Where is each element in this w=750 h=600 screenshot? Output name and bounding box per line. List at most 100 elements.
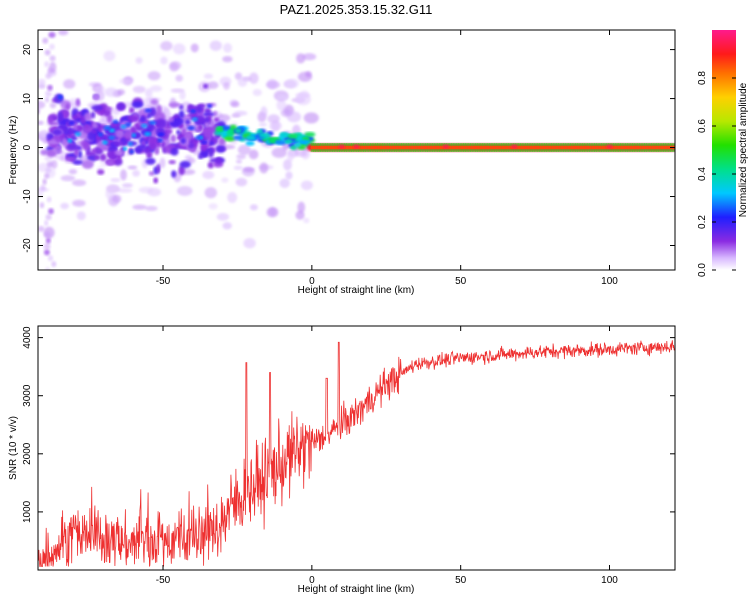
heatmap-band-core bbox=[396, 145, 400, 150]
heatmap-cell bbox=[76, 125, 84, 132]
heatmap-cell bbox=[227, 129, 234, 135]
heatmap-cell bbox=[245, 140, 255, 146]
heatmap-cell bbox=[144, 88, 153, 98]
heatmap-cell bbox=[63, 79, 76, 89]
heatmap-band-core bbox=[501, 145, 505, 150]
heatmap-band-core bbox=[534, 145, 538, 150]
heatmap-band-core bbox=[324, 145, 328, 150]
heatmap-cell bbox=[304, 132, 316, 137]
heatmap-cell bbox=[221, 125, 233, 131]
heatmap-cell bbox=[180, 127, 187, 136]
heatmap-cell bbox=[52, 149, 63, 154]
heatmap-cell bbox=[218, 137, 226, 146]
heatmap-band-core bbox=[386, 145, 390, 150]
heatmap-cell bbox=[43, 243, 51, 250]
heatmap-cell bbox=[248, 72, 259, 84]
heatmap-cell bbox=[259, 162, 269, 174]
heatmap-band-core bbox=[627, 145, 631, 150]
heatmap-band-core bbox=[625, 145, 628, 150]
heatmap-cell bbox=[57, 94, 63, 100]
heatmap-cell bbox=[38, 225, 45, 232]
heatmap-cell bbox=[47, 115, 54, 125]
heatmap-cell bbox=[104, 106, 113, 111]
snr-frame bbox=[37, 325, 676, 571]
heatmap-cell bbox=[229, 124, 237, 130]
heatmap-cell bbox=[169, 61, 182, 70]
heatmap-cell bbox=[104, 87, 118, 97]
heatmap-cell bbox=[150, 130, 157, 138]
heatmap-cell bbox=[71, 114, 78, 120]
heatmap-band-core bbox=[336, 145, 340, 150]
heatmap-cell bbox=[60, 175, 76, 182]
heatmap-band-core bbox=[555, 145, 559, 150]
heatmap-cell bbox=[338, 144, 345, 149]
heatmap-band-core bbox=[610, 145, 614, 150]
y-tick-label: -10 bbox=[22, 189, 33, 204]
heatmap-cell bbox=[72, 199, 86, 207]
heatmap-cell bbox=[72, 159, 83, 165]
heatmap-band-core bbox=[508, 145, 512, 150]
heatmap-cell bbox=[121, 183, 133, 188]
heatmap-cell bbox=[61, 110, 69, 119]
heatmap-band-core bbox=[572, 145, 576, 150]
heatmap-band-core bbox=[570, 145, 574, 150]
heatmap-band-core bbox=[546, 145, 550, 150]
snr-series-line bbox=[38, 340, 675, 567]
heatmap-cell bbox=[203, 83, 209, 89]
heatmap-cell bbox=[47, 67, 54, 74]
heatmap-band-core bbox=[558, 145, 562, 150]
heatmap-cell bbox=[38, 120, 44, 126]
heatmap-cell bbox=[45, 73, 52, 79]
heatmap-band-core bbox=[379, 145, 383, 150]
heatmap-band-core bbox=[327, 145, 331, 150]
heatmap-cell bbox=[127, 115, 139, 122]
heatmap-cell bbox=[118, 78, 132, 84]
heatmap-band-core bbox=[522, 145, 526, 150]
colorbar-ticks: 0.0 0.2 0.4 0.6 0.8 bbox=[697, 71, 736, 277]
heatmap-cell bbox=[127, 165, 138, 170]
heatmap-cell bbox=[123, 130, 133, 139]
heatmap-cell bbox=[153, 177, 159, 184]
heatmap-band-core bbox=[634, 145, 638, 150]
heatmap-cell bbox=[168, 160, 176, 165]
heatmap-cell bbox=[131, 133, 136, 138]
colorbar-tick-label: 0.0 bbox=[697, 263, 708, 277]
heatmap-band-core bbox=[491, 145, 495, 150]
heatmap-band-core bbox=[520, 145, 524, 150]
heatmap-cell bbox=[49, 102, 57, 109]
heatmap-band-core bbox=[551, 145, 555, 150]
heatmap-band-core bbox=[541, 145, 545, 150]
heatmap-band-core bbox=[598, 145, 602, 150]
heatmap-cell bbox=[233, 165, 243, 170]
heatmap-band-core bbox=[408, 145, 412, 150]
heatmap-cell bbox=[140, 123, 148, 128]
heatmap-ticks: -50 0 50 100 -20 -10 0 10 20 bbox=[22, 30, 675, 287]
heatmap-cell bbox=[47, 255, 54, 262]
heatmap-cell bbox=[203, 73, 214, 79]
heatmap-cell bbox=[213, 117, 220, 123]
heatmap-cell bbox=[47, 84, 53, 91]
heatmap-cell bbox=[75, 98, 81, 107]
heatmap-band-core bbox=[439, 145, 443, 150]
heatmap-cell bbox=[287, 133, 298, 139]
heatmap-band-core bbox=[332, 145, 336, 150]
heatmap-cell bbox=[230, 101, 240, 108]
heatmap-band-core bbox=[477, 145, 481, 150]
heatmap-band-core bbox=[398, 145, 402, 150]
heatmap-band-core bbox=[636, 145, 640, 150]
heatmap-cell bbox=[180, 137, 186, 144]
heatmap-cell bbox=[190, 43, 199, 53]
heatmap-cell bbox=[187, 126, 196, 130]
colorbar-gradient bbox=[712, 30, 736, 270]
heatmap-band-core bbox=[632, 145, 636, 150]
heatmap-band-core bbox=[536, 145, 540, 150]
heatmap-cell bbox=[137, 144, 147, 150]
y-tick-label: -20 bbox=[22, 238, 33, 253]
heatmap-cell bbox=[129, 149, 134, 154]
x-tick-label: 0 bbox=[309, 276, 315, 287]
heatmap-cell bbox=[103, 50, 116, 62]
heatmap-band-core bbox=[382, 145, 386, 150]
heatmap-cell bbox=[97, 169, 105, 175]
heatmap-band-core bbox=[365, 145, 369, 150]
